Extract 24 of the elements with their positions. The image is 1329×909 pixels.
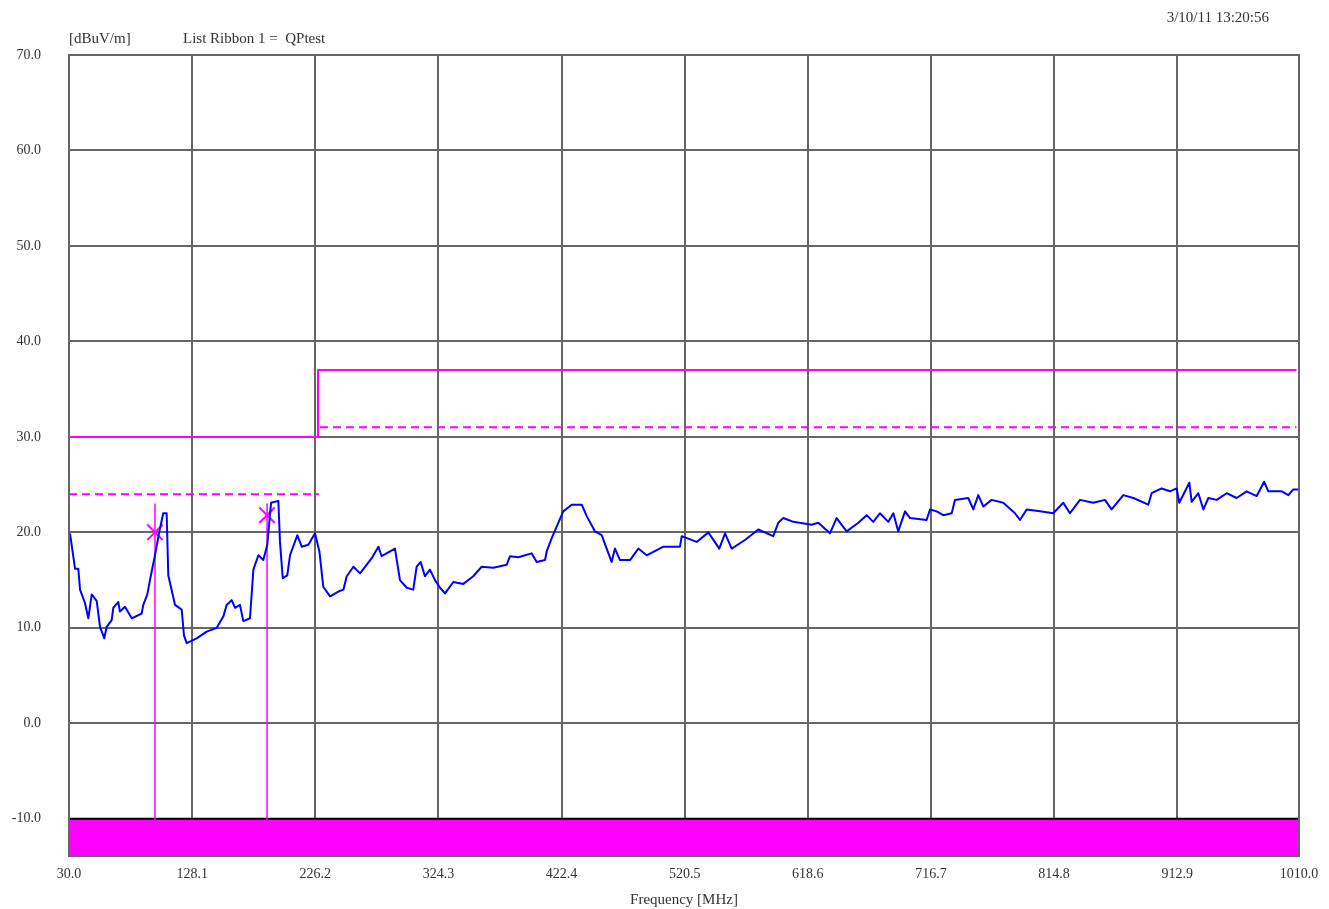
x-tick-label: 30.0 bbox=[56, 866, 82, 882]
x-tick-label: 324.3 bbox=[422, 866, 455, 882]
y-tick-label: 0.0 bbox=[23, 714, 41, 730]
y-axis-title: [dBuV/m] bbox=[69, 30, 131, 46]
x-tick-label: 422.4 bbox=[545, 866, 578, 882]
x-tick-label: 912.9 bbox=[1161, 866, 1193, 882]
x-tick-label: 226.2 bbox=[299, 866, 331, 882]
y-tick-label: 60.0 bbox=[16, 142, 41, 158]
x-tick-label: 128.1 bbox=[176, 866, 208, 882]
y-tick-label: 50.0 bbox=[16, 237, 41, 253]
x-axis-title: Frequency [MHz] bbox=[630, 890, 738, 907]
y-tick-label: 20.0 bbox=[16, 524, 41, 540]
text: 3/10/11 13:20:56 bbox=[1166, 9, 1270, 25]
chart-title: List Ribbon 1 = QPtest bbox=[183, 30, 327, 46]
y-tick-label: 30.0 bbox=[16, 428, 41, 444]
x-tick-label: 814.8 bbox=[1038, 866, 1070, 882]
y-tick-label: 10.0 bbox=[16, 619, 41, 635]
y-tick-label: -10.0 bbox=[11, 810, 41, 826]
y-tick-label: 70.0 bbox=[16, 46, 41, 62]
x-tick-label: 1010.0 bbox=[1279, 866, 1319, 882]
x-tick-label: 520.5 bbox=[668, 866, 701, 882]
x-tick-label: 618.6 bbox=[792, 866, 824, 882]
y-tick-label: 40.0 bbox=[16, 333, 41, 349]
x-tick-label: 716.7 bbox=[915, 866, 947, 882]
